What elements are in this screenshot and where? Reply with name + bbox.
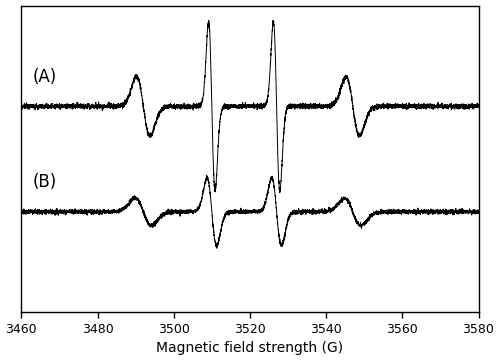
Text: (B): (B) [33,173,57,191]
Text: (A): (A) [33,68,57,86]
X-axis label: Magnetic field strength (G): Magnetic field strength (G) [156,342,344,356]
